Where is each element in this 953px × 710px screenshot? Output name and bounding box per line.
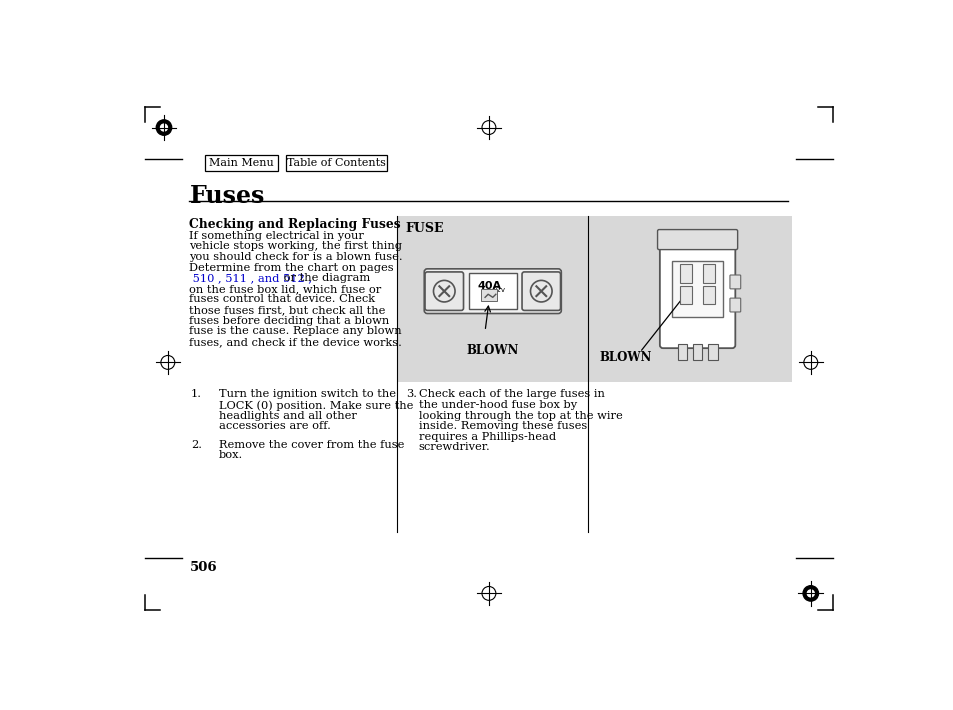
FancyBboxPatch shape xyxy=(671,261,722,317)
FancyBboxPatch shape xyxy=(469,273,517,309)
Circle shape xyxy=(433,280,455,302)
Text: inside. Removing these fuses: inside. Removing these fuses xyxy=(418,421,586,431)
Bar xyxy=(677,344,686,361)
Text: LOCK (0) position. Make sure the: LOCK (0) position. Make sure the xyxy=(218,400,413,410)
Circle shape xyxy=(530,280,552,302)
Text: Check each of the large fuses in: Check each of the large fuses in xyxy=(418,389,604,399)
Text: FUSE: FUSE xyxy=(405,222,443,235)
Text: 3.: 3. xyxy=(406,389,417,399)
Text: Table of Contents: Table of Contents xyxy=(287,158,386,168)
Text: headlights and all other: headlights and all other xyxy=(218,410,356,420)
Bar xyxy=(588,216,791,382)
Text: vehicle stops working, the first thing: vehicle stops working, the first thing xyxy=(190,241,402,251)
Text: fuse is the cause. Replace any blown: fuse is the cause. Replace any blown xyxy=(190,327,401,337)
Text: requires a Phillips-head: requires a Phillips-head xyxy=(418,432,556,442)
Circle shape xyxy=(802,586,818,601)
Text: fuses before deciding that a blown: fuses before deciding that a blown xyxy=(190,316,389,326)
FancyBboxPatch shape xyxy=(729,275,740,289)
Text: Remove the cover from the fuse: Remove the cover from the fuse xyxy=(218,439,404,449)
Text: Main Menu: Main Menu xyxy=(209,158,274,168)
Text: you should check for is a blown fuse.: you should check for is a blown fuse. xyxy=(190,252,402,262)
Text: 40A: 40A xyxy=(477,281,501,291)
Text: Turn the ignition switch to the: Turn the ignition switch to the xyxy=(218,389,395,399)
FancyBboxPatch shape xyxy=(424,269,560,314)
Text: BLOWN: BLOWN xyxy=(599,351,652,364)
FancyBboxPatch shape xyxy=(425,272,463,310)
FancyBboxPatch shape xyxy=(657,229,737,250)
Text: 510 , 511 , and 512 ,: 510 , 511 , and 512 , xyxy=(190,273,312,283)
FancyBboxPatch shape xyxy=(702,264,715,283)
Bar xyxy=(396,216,588,382)
Circle shape xyxy=(160,124,168,131)
FancyBboxPatch shape xyxy=(679,286,692,305)
Text: fuses, and check if the device works.: fuses, and check if the device works. xyxy=(190,337,402,347)
Circle shape xyxy=(806,590,814,597)
Circle shape xyxy=(156,120,172,135)
Text: fuses control that device. Check: fuses control that device. Check xyxy=(190,295,375,305)
FancyBboxPatch shape xyxy=(702,286,715,305)
Text: accessories are off.: accessories are off. xyxy=(218,421,330,431)
FancyBboxPatch shape xyxy=(679,264,692,283)
FancyBboxPatch shape xyxy=(480,289,497,301)
Text: 506: 506 xyxy=(190,561,216,574)
Text: 32v: 32v xyxy=(492,288,505,293)
Text: on the fuse box lid, which fuse or: on the fuse box lid, which fuse or xyxy=(190,284,381,294)
Bar xyxy=(692,344,701,361)
FancyBboxPatch shape xyxy=(659,242,735,348)
Text: those fuses first, but check all the: those fuses first, but check all the xyxy=(190,305,385,315)
Text: screwdriver.: screwdriver. xyxy=(418,442,490,452)
Bar xyxy=(286,155,386,170)
Text: the under-hood fuse box by: the under-hood fuse box by xyxy=(418,400,577,410)
Text: looking through the top at the wire: looking through the top at the wire xyxy=(418,410,622,420)
Text: Checking and Replacing Fuses: Checking and Replacing Fuses xyxy=(190,219,400,231)
Text: Fuses: Fuses xyxy=(190,184,265,208)
Text: or the diagram: or the diagram xyxy=(280,273,370,283)
FancyBboxPatch shape xyxy=(729,298,740,312)
Text: Determine from the chart on pages: Determine from the chart on pages xyxy=(190,263,394,273)
Text: 2.: 2. xyxy=(191,439,202,449)
FancyBboxPatch shape xyxy=(521,272,560,310)
Text: 1.: 1. xyxy=(191,389,202,399)
Bar xyxy=(708,344,717,361)
Text: BLOWN: BLOWN xyxy=(466,344,518,356)
Text: If something electrical in your: If something electrical in your xyxy=(190,231,364,241)
Text: box.: box. xyxy=(218,450,243,460)
Bar xyxy=(205,155,277,170)
